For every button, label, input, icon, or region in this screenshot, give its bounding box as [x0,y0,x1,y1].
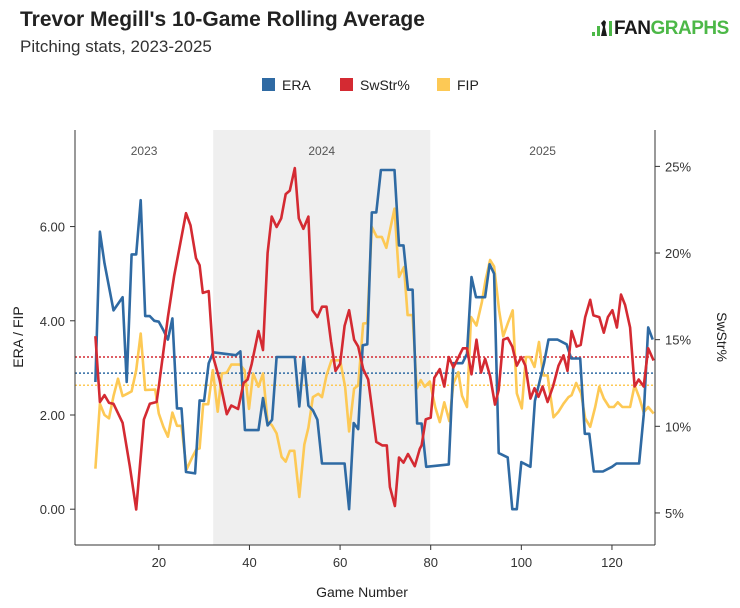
y-left-tick-label: 2.00 [40,408,65,423]
x-tick-label: 60 [333,555,347,570]
season-label: 2025 [529,144,556,158]
series-line-era [94,168,654,511]
x-tick-label: 120 [601,555,623,570]
legend-label: SwStr% [360,77,410,93]
legend-label: ERA [282,77,311,93]
y-right-axis-title: SwStr% [714,312,730,362]
season-label: 2023 [131,144,158,158]
y-right-tick-label: 10% [665,419,691,434]
x-tick-label: 80 [423,555,437,570]
chart-title: Trevor Megill's 10-Game Rolling Average [20,8,425,31]
x-tick-label: 100 [510,555,532,570]
fangraphs-logo: FANGRAPHS [592,18,729,40]
legend-label: FIP [457,77,479,93]
chart-subtitle: Pitching stats, 2023-2025 [20,37,212,56]
y-right-tick-label: 15% [665,333,691,348]
legend: ERA SwStr% FIP [262,77,479,93]
season-shade-2024 [213,130,431,545]
y-left-tick-label: 0.00 [40,502,65,517]
y-right-tick-label: 25% [665,159,691,174]
x-tick-label: 20 [152,555,166,570]
legend-swatch-fip [437,78,450,91]
legend-swatch-swstr [340,78,353,91]
y-right-tick-label: 5% [665,506,684,521]
x-tick-label: 40 [242,555,256,570]
season-label: 2024 [308,144,335,158]
y-left-axis-title: ERA / FIP [10,306,26,367]
fangraphs-logo-icon [592,20,612,36]
y-right-tick-label: 20% [665,246,691,261]
series-line-fip [94,207,655,499]
x-axis-title: Game Number [316,584,408,600]
y-left-tick-label: 4.00 [40,314,65,329]
series-line-swstr [94,166,655,511]
legend-swatch-era [262,78,275,91]
y-left-tick-label: 6.00 [40,220,65,235]
